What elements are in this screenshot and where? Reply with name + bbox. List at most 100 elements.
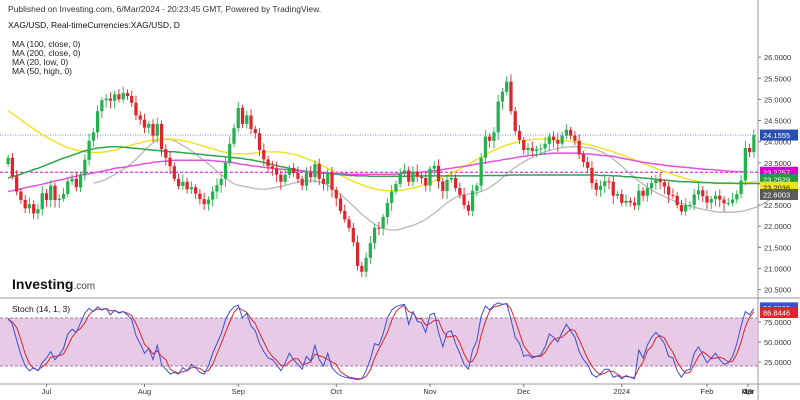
candle-down (172, 166, 176, 179)
candle-down (462, 194, 466, 206)
candle-down (151, 123, 155, 136)
candle-down (292, 167, 296, 173)
price-tag-3-label: 23.2036 (763, 183, 790, 192)
candle-down (108, 98, 113, 101)
candle-up (398, 173, 402, 184)
candle-up (27, 204, 32, 209)
candle-up (752, 135, 756, 153)
instrument-title: XAG/USD, Real-timeCurrencies:XAG/USD, D (8, 20, 180, 30)
candle-up (61, 194, 66, 199)
candle-up (713, 195, 718, 200)
candle-down (44, 193, 49, 200)
candle-down (19, 191, 23, 200)
price-tick-label: 23.5000 (764, 159, 791, 168)
ma20-low-line (93, 138, 772, 231)
candle-down (360, 265, 364, 272)
stoch-panel-title: Stoch (14, 1, 3) (12, 304, 71, 314)
candle-up (624, 200, 628, 203)
candle-up (735, 194, 739, 200)
candle-up (539, 148, 543, 150)
candle-up (313, 164, 317, 178)
candle-up (479, 157, 483, 186)
published-note: Published on Investing.com, 6/Mar/2024 -… (8, 4, 322, 14)
candle-up (155, 123, 159, 136)
candle-down (343, 210, 347, 220)
candle-up (654, 178, 658, 184)
price-tag-1-label: 23.2757 (763, 168, 790, 177)
candle-up (684, 205, 688, 212)
candle-up (432, 165, 436, 169)
candle-up (96, 111, 100, 133)
candle-up (471, 190, 475, 211)
price-tick-label: 24.5000 (764, 117, 791, 126)
candle-down (658, 178, 662, 183)
candle-down (15, 176, 19, 192)
candle-down (351, 227, 355, 243)
candle-up (368, 243, 372, 258)
candle-down (458, 188, 462, 195)
candle-down (334, 189, 338, 199)
candle-down (556, 139, 560, 144)
candle-down (274, 168, 279, 175)
candle-down (270, 166, 274, 169)
candle-up (615, 194, 620, 196)
candle-down (74, 178, 78, 188)
candle-down (594, 183, 598, 190)
candle-down (436, 165, 441, 182)
price-tag-0-bg (760, 129, 798, 141)
candle-down (488, 136, 492, 141)
time-tick-label: Nov (423, 387, 437, 396)
candle-down (164, 149, 168, 158)
stoch-tick-label: 25.0000 (764, 358, 791, 367)
candle-down (522, 139, 526, 151)
candle-down (586, 161, 590, 168)
candle-down (747, 147, 752, 153)
price-tick-label: 22.5000 (764, 201, 791, 210)
candle-down (701, 190, 705, 197)
candle-down (590, 167, 594, 184)
candle-up (505, 81, 509, 92)
candle-down (466, 205, 470, 211)
candle-up (526, 147, 530, 151)
candle-down (509, 81, 513, 112)
candle-up (372, 227, 377, 244)
price-tag-4-bg (760, 188, 798, 200)
candle-down (338, 198, 343, 211)
candle-up (696, 190, 701, 195)
stoch-tick-label: 50.0000 (764, 338, 791, 347)
price-tick-label: 22.0000 (764, 222, 791, 231)
time-tick-label: 19 (744, 387, 752, 396)
candle-up (228, 143, 232, 163)
candle-down (32, 204, 36, 214)
candle-down (134, 102, 138, 116)
candles-group (6, 74, 756, 278)
candle-up (496, 101, 500, 133)
candle-down (249, 115, 253, 129)
time-tick-label: Oct (330, 387, 343, 396)
candle-up (78, 175, 83, 188)
candle-down (266, 159, 270, 167)
candle-down (453, 177, 458, 189)
candle-up (688, 205, 692, 207)
candle-up (560, 135, 564, 144)
candle-down (10, 157, 15, 177)
time-tick-label: Sep (232, 387, 245, 396)
candle-down (662, 182, 666, 187)
ma50-high-line (7, 110, 772, 192)
candle-up (726, 202, 730, 204)
price-tag-3-bg (760, 181, 798, 193)
candle-up (364, 257, 368, 272)
candle-down (253, 128, 257, 134)
investing-logo: Investing.com (12, 276, 95, 292)
candle-up (492, 132, 496, 141)
candle-down (194, 187, 198, 194)
stoch-k-line (7, 302, 755, 381)
candle-up (743, 147, 747, 181)
candle-up (121, 93, 125, 100)
candle-down (296, 172, 300, 179)
candle-down (667, 186, 671, 195)
candle-down (279, 174, 283, 182)
candle-down (424, 177, 428, 186)
candle-up (402, 170, 407, 174)
